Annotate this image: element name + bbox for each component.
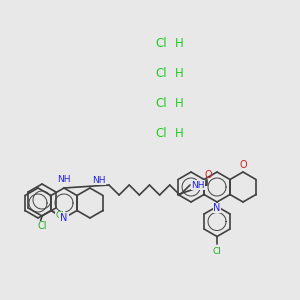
Text: N: N — [60, 213, 68, 223]
Text: H: H — [175, 67, 183, 80]
Text: O: O — [204, 170, 212, 180]
Text: NH: NH — [57, 175, 71, 184]
Text: O: O — [239, 160, 247, 170]
Text: Cl: Cl — [55, 211, 64, 220]
Text: Cl: Cl — [155, 127, 167, 140]
Text: Cl: Cl — [37, 221, 47, 231]
Text: Cl: Cl — [155, 67, 167, 80]
Text: H: H — [175, 37, 183, 50]
Text: NH: NH — [191, 181, 205, 190]
Text: Cl: Cl — [155, 97, 167, 110]
Text: N: N — [213, 203, 221, 213]
Text: Cl: Cl — [213, 247, 221, 256]
Text: Cl: Cl — [155, 37, 167, 50]
Text: H: H — [175, 127, 183, 140]
Text: H: H — [175, 97, 183, 110]
Text: NH: NH — [92, 176, 106, 185]
